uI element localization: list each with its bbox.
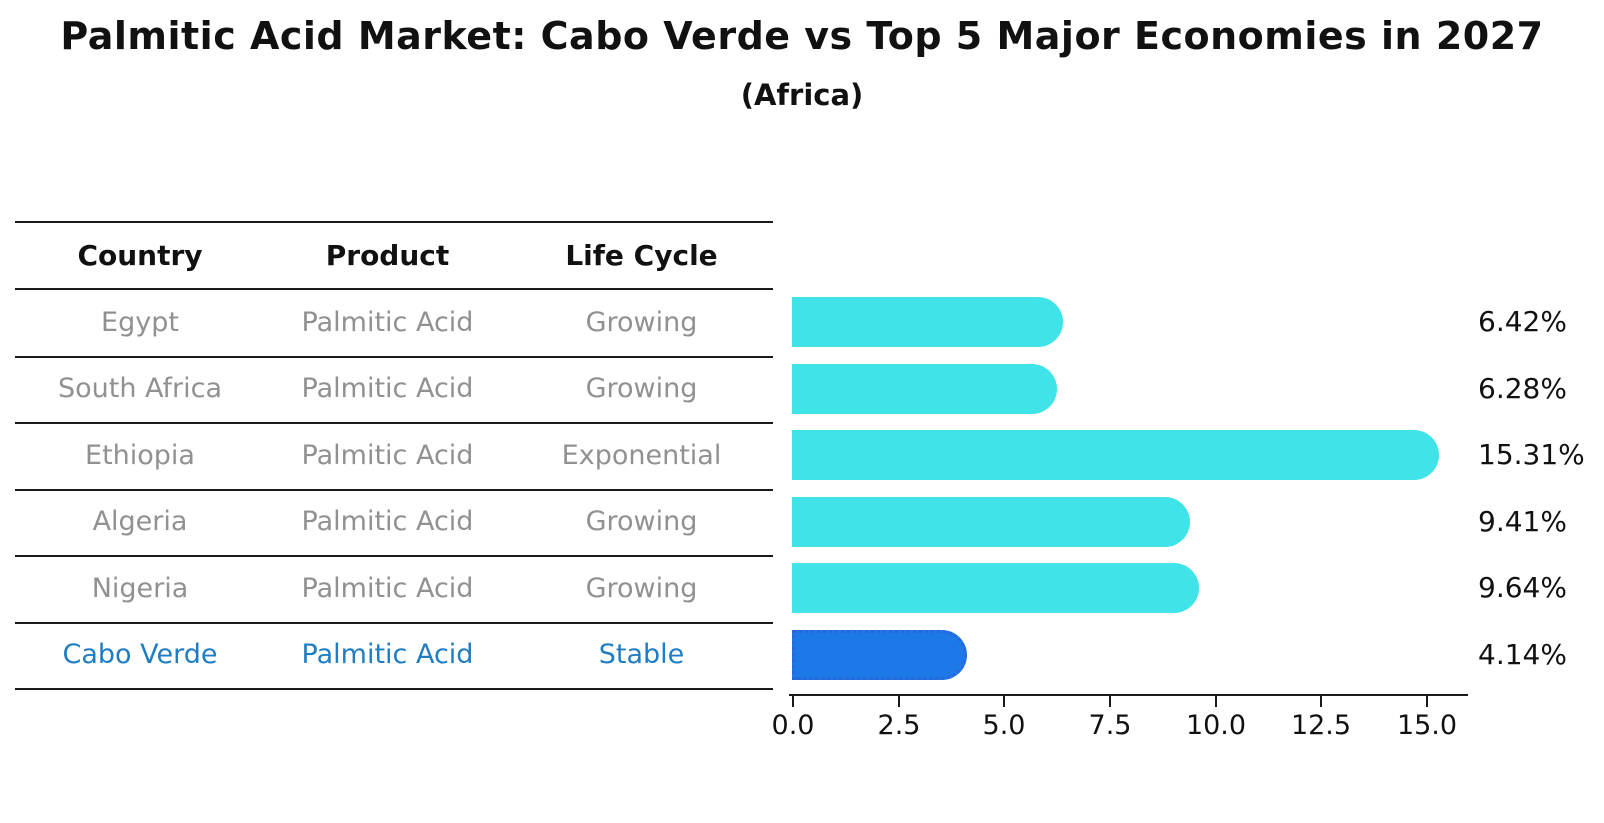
table-header-border <box>15 288 773 290</box>
table-row: South Africa Palmitic Acid Growing <box>15 356 773 423</box>
x-tick-label: 15.0 <box>1396 710 1458 741</box>
cell-country: Cabo Verde <box>62 639 218 671</box>
table-row: Algeria Palmitic Acid Growing <box>15 489 773 556</box>
cell-country: South Africa <box>57 373 223 405</box>
table-row-border <box>15 422 773 424</box>
x-tick-mark <box>1320 696 1322 707</box>
cell-life-cycle: Growing <box>585 373 698 405</box>
table-row: Cabo Verde Palmitic Acid Stable <box>15 622 773 689</box>
x-tick-mark <box>792 696 794 707</box>
cell-product: Palmitic Acid <box>301 639 474 671</box>
cell-life-cycle: Growing <box>585 506 698 538</box>
x-tick-mark <box>1215 696 1217 707</box>
column-header-life-cycle: Life Cycle <box>565 239 718 272</box>
bar-value-label: 9.41% <box>1478 504 1567 538</box>
table-row: Ethiopia Palmitic Acid Exponential <box>15 422 773 489</box>
cell-product: Palmitic Acid <box>301 306 474 338</box>
cell-country: Algeria <box>92 506 188 538</box>
bar-value-label: 6.42% <box>1478 305 1567 339</box>
column-header-country: Country <box>77 239 203 272</box>
x-tick-mark <box>1426 696 1428 707</box>
cell-life-cycle: Growing <box>585 306 698 338</box>
x-tick-label: 0.0 <box>771 710 815 741</box>
bar-cabo-verde <box>792 629 967 680</box>
x-tick-label: 5.0 <box>982 710 1026 741</box>
column-header-product: Product <box>325 239 450 272</box>
cell-life-cycle: Stable <box>598 639 685 671</box>
chart-subtitle: (Africa) <box>740 78 864 112</box>
x-tick-label: 7.5 <box>1088 710 1132 741</box>
table-row-border <box>15 555 773 557</box>
cell-product: Palmitic Acid <box>301 572 474 604</box>
table-row-border <box>15 356 773 358</box>
cell-product: Palmitic Acid <box>301 439 474 471</box>
cell-life-cycle: Exponential <box>561 439 722 471</box>
table-top-border <box>15 221 773 223</box>
cell-country: Ethiopia <box>85 439 195 471</box>
x-tick-label: 2.5 <box>877 710 921 741</box>
chart-title: Palmitic Acid Market: Cabo Verde vs Top … <box>60 14 1544 58</box>
bar-south-africa <box>792 363 1057 414</box>
bar-value-label: 15.31% <box>1478 438 1585 472</box>
table-row: Nigeria Palmitic Acid Growing <box>15 555 773 622</box>
x-tick-mark <box>898 696 900 707</box>
table-row-border <box>15 489 773 491</box>
table-row: Egypt Palmitic Acid Growing <box>15 289 773 356</box>
cell-product: Palmitic Acid <box>301 373 474 405</box>
bar-algeria <box>792 496 1190 547</box>
cell-product: Palmitic Acid <box>301 506 474 538</box>
x-tick-mark <box>1109 696 1111 707</box>
bar-ethiopia <box>792 430 1439 481</box>
cell-country: Egypt <box>101 306 179 338</box>
cell-life-cycle: Growing <box>585 572 698 604</box>
x-tick-label: 12.5 <box>1290 710 1352 741</box>
x-tick-mark <box>1003 696 1005 707</box>
table-row-border <box>15 688 773 690</box>
table-row-border <box>15 622 773 624</box>
bar-value-label: 6.28% <box>1478 371 1567 405</box>
x-tick-label: 10.0 <box>1185 710 1247 741</box>
bar-value-label: 9.64% <box>1478 571 1567 605</box>
cell-country: Nigeria <box>91 572 189 604</box>
x-axis-line <box>789 694 1468 696</box>
bar-nigeria <box>792 563 1199 614</box>
bar-egypt <box>792 297 1063 348</box>
table-header-row: Country Product Life Cycle <box>15 222 773 289</box>
bar-value-label: 4.14% <box>1478 637 1567 671</box>
